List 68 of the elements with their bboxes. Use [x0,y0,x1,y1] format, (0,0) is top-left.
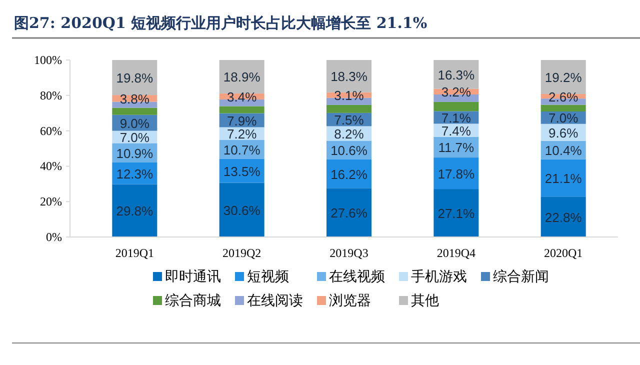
data-label: 29.8% [116,204,154,219]
data-label: 3.2% [441,84,472,100]
data-label: 21.1% [544,170,582,186]
data-label: 9.0% [120,116,150,131]
bar [219,106,264,114]
data-label: 16.3% [438,67,476,82]
data-label: 9.6% [548,125,579,140]
data-label: 10.7% [223,142,261,158]
legend-label: 综合商城 [165,293,221,309]
bar [434,189,479,237]
data-label: 13.5% [223,164,261,179]
data-label: 3.1% [334,88,364,104]
y-tick-label: 20% [40,194,62,209]
bar [326,104,372,113]
y-tick-label: 40% [40,159,62,174]
data-label: 19.2% [544,70,582,85]
data-label: 2.6% [548,89,579,104]
x-tick-label: 2019Q4 [436,246,476,260]
bar [112,184,158,237]
data-label: 10.9% [116,146,154,161]
legend-label: 综合新闻 [493,269,549,285]
y-tick-label: 100% [34,53,62,67]
bar [540,104,586,112]
data-label: 18.9% [223,70,261,85]
y-tick-label: 60% [40,124,62,138]
bar [434,158,479,190]
data-label: 19.8% [116,70,154,86]
bar [326,188,372,237]
x-tick-label: 2020Q1 [544,246,583,260]
y-tick-label: 0% [46,230,62,244]
data-label: 7.2% [227,126,258,142]
x-tick-label: 2019Q1 [115,246,154,260]
data-label: 10.4% [544,143,582,158]
data-label: 7.9% [227,113,258,128]
data-label: 17.8% [438,166,476,182]
legend-label: 其他 [411,293,439,309]
data-label: 12.3% [116,166,154,182]
data-label: 22.8% [544,210,582,225]
data-label: 10.6% [330,143,368,158]
x-tick-label: 2019Q2 [222,246,262,260]
legend-label: 手机游戏 [411,269,467,285]
data-label: 3.8% [120,91,150,106]
data-label: 7.4% [441,123,472,138]
data-label: 27.1% [438,206,476,222]
bar [540,196,586,237]
data-label: 3.4% [227,89,258,104]
chart-title: 图27: 2020Q1 短视频行业用户时长占比大幅增长至 21.1% [14,14,428,32]
data-label: 7.5% [334,112,364,128]
y-tick-label: 80% [40,88,62,102]
bar [540,159,586,197]
legend-label: 短视频 [247,269,289,285]
bar [219,182,264,237]
data-label: 30.6% [223,202,261,218]
data-label: 8.2% [334,126,364,142]
data-label: 27.6% [330,206,368,221]
data-label: 7.1% [441,110,472,126]
data-label: 18.3% [330,69,368,84]
data-label: 7.0% [548,110,579,126]
legend-label: 浏览器 [329,293,371,309]
legend-label: 在线视频 [329,269,385,285]
data-label: 11.7% [438,140,475,156]
legend-label: 在线阅读 [247,293,303,309]
data-label: 7.0% [120,130,150,145]
bar [434,102,479,112]
x-tick-label: 2019Q3 [330,246,368,260]
bar [112,108,158,115]
legend-label: 即时通讯 [165,269,221,285]
data-label: 16.2% [330,166,368,182]
